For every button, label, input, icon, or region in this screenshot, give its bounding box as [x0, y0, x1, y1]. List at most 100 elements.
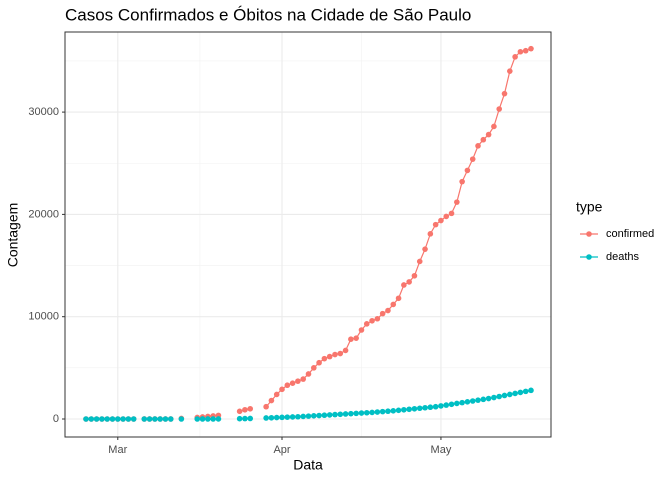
- data-point: [289, 414, 296, 420]
- data-point: [454, 199, 460, 205]
- data-point: [300, 413, 307, 420]
- data-point: [358, 410, 365, 416]
- data-point: [369, 409, 375, 416]
- legend-title: type: [576, 199, 603, 215]
- data-point: [247, 405, 254, 412]
- data-point: [411, 405, 418, 412]
- data-point: [390, 301, 397, 308]
- data-point: [210, 416, 216, 422]
- data-point: [337, 411, 344, 418]
- data-point: [485, 131, 492, 138]
- data-point: [337, 350, 344, 357]
- data-point: [167, 416, 174, 422]
- data-point: [358, 327, 365, 333]
- data-point: [125, 416, 132, 422]
- data-point: [268, 414, 275, 421]
- data-point: [496, 393, 503, 400]
- data-point: [464, 167, 471, 174]
- data-point: [501, 90, 508, 97]
- chart-title: Casos Confirmados e Óbitos na Cidade de …: [65, 5, 471, 24]
- data-point: [130, 416, 137, 422]
- data-point: [279, 386, 285, 393]
- data-point: [114, 416, 121, 422]
- data-point: [528, 387, 534, 394]
- data-point: [464, 399, 471, 405]
- data-point: [109, 416, 116, 422]
- data-point: [427, 231, 434, 237]
- data-point: [528, 45, 534, 52]
- data-point: [395, 295, 402, 302]
- data-point: [517, 48, 524, 55]
- data-point: [194, 416, 201, 422]
- data-point: [379, 310, 386, 317]
- data-point: [427, 404, 434, 411]
- data-point: [152, 416, 158, 422]
- data-point: [422, 246, 428, 252]
- legend-label: deaths: [606, 251, 640, 263]
- data-point: [353, 335, 359, 341]
- y-tick-label: 30000: [28, 106, 59, 118]
- data-point: [326, 353, 333, 360]
- data-point: [480, 136, 487, 143]
- data-point: [263, 403, 269, 410]
- data-point: [326, 412, 333, 418]
- data-point: [242, 406, 248, 413]
- data-point: [215, 416, 222, 422]
- data-point: [491, 123, 497, 130]
- data-point: [120, 416, 126, 422]
- data-point: [416, 258, 423, 265]
- data-point: [295, 378, 301, 384]
- data-point: [369, 317, 375, 324]
- y-tick-label: 20000: [28, 208, 59, 220]
- data-point: [305, 371, 312, 377]
- data-point: [432, 221, 439, 228]
- data-point: [416, 405, 423, 412]
- x-tick-label: Apr: [273, 444, 290, 456]
- data-point: [279, 414, 285, 421]
- x-tick-label: Mar: [108, 444, 127, 456]
- data-point: [491, 394, 497, 401]
- data-point: [236, 415, 243, 422]
- data-point: [385, 408, 391, 415]
- y-axis-title: Contagem: [5, 203, 21, 268]
- data-point: [342, 411, 349, 417]
- panel: [65, 32, 551, 437]
- data-point: [316, 359, 322, 366]
- data-point: [379, 408, 386, 415]
- data-point: [512, 390, 518, 397]
- data-point: [99, 416, 105, 422]
- data-point: [522, 47, 529, 54]
- data-point: [406, 279, 412, 285]
- data-point: [363, 409, 370, 416]
- legend-label: confirmed: [606, 228, 654, 240]
- data-point: [263, 415, 269, 421]
- data-point: [242, 415, 248, 422]
- data-point: [448, 210, 455, 217]
- data-point: [353, 410, 359, 417]
- y-tick-label: 0: [53, 413, 59, 425]
- data-point: [475, 397, 481, 403]
- data-point: [496, 106, 503, 112]
- legend-point: [586, 254, 592, 260]
- data-point: [284, 382, 291, 389]
- data-point: [332, 351, 338, 358]
- data-point: [310, 413, 317, 419]
- data-point: [289, 380, 296, 386]
- data-point: [401, 406, 407, 413]
- data-point: [162, 416, 169, 422]
- data-point: [157, 416, 163, 422]
- data-point: [459, 178, 465, 185]
- data-point: [522, 388, 529, 395]
- data-point: [438, 217, 444, 224]
- data-point: [374, 315, 381, 322]
- data-point: [459, 399, 465, 406]
- legend-point: [586, 231, 592, 237]
- data-point: [273, 391, 280, 398]
- data-point: [448, 401, 455, 408]
- data-point: [432, 403, 439, 410]
- data-point: [443, 213, 450, 220]
- data-point: [395, 407, 402, 414]
- data-point: [374, 409, 381, 415]
- data-point: [321, 412, 328, 419]
